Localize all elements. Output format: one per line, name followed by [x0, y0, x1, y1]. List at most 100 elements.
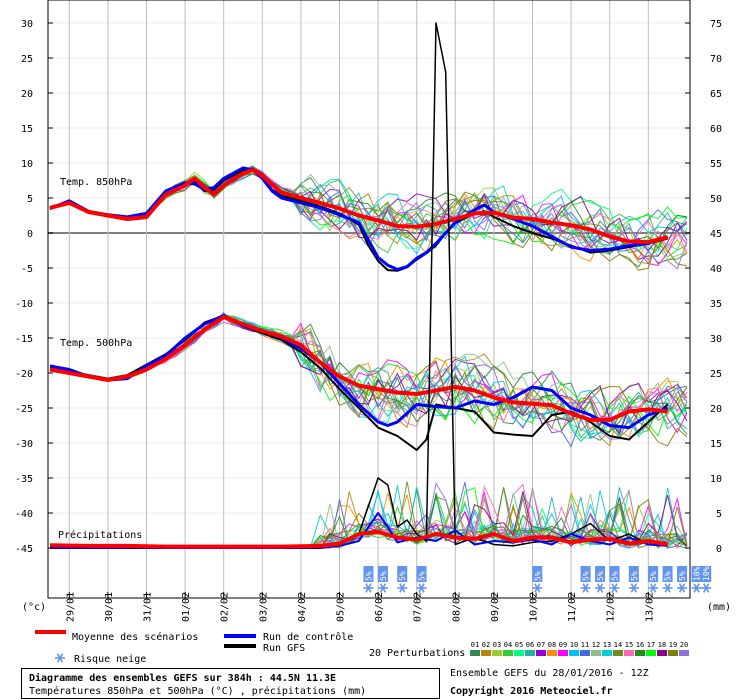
legend-snow-label: Risque neige [74, 654, 146, 665]
snowflake-core [613, 586, 616, 590]
snow-risk-box [377, 566, 388, 582]
snow-risk-box [595, 566, 606, 582]
snowflake-core [420, 586, 423, 590]
y-tick-label-left: 0 [27, 229, 33, 240]
x-tick-label: 11/02 [567, 592, 578, 622]
snow-risk-percent: 5% [596, 571, 605, 581]
y-tick-label-left: -30 [15, 439, 33, 450]
y-tick-label-left: -15 [15, 334, 33, 345]
perturbation-swatch [646, 650, 656, 656]
snowflake-icon [595, 583, 606, 593]
y-tick-label-left: -35 [15, 474, 33, 485]
perturbation-number: 13 [603, 641, 611, 649]
snowflake-core [651, 586, 655, 590]
legend-mean-label: Moyenne des scénarios [72, 631, 198, 643]
x-tick-label: 08/02 [451, 592, 462, 622]
t850-mean-line [49, 168, 669, 245]
snow-risk-markers: 5% 5% 5% 5% 5% 5% 5% 5% 5% 5% 5% 5% 10% 10% [363, 566, 712, 593]
snowflake-icon [609, 583, 620, 593]
snow-risk-box [363, 566, 374, 582]
footer-ensemble-info: Ensemble GEFS du 28/01/2016 - 12Z [450, 668, 649, 679]
snowflake-core [400, 586, 404, 590]
plot-background [48, 0, 690, 598]
y-tick-label-right: 50 [710, 194, 722, 205]
perturbation-number: 01 [471, 641, 479, 649]
snow-risk-percent: 5% [379, 571, 388, 581]
perturbation-number: 15 [625, 641, 633, 649]
left-unit-label: (°c) [22, 602, 46, 613]
perturbation-swatch [514, 650, 524, 656]
snow-risk-percent: 5% [364, 571, 373, 581]
y-tick-label-left: -40 [15, 509, 33, 520]
perturbation-number: 08 [548, 641, 556, 649]
plot-frame [47, 0, 691, 599]
x-tick-label: 02/02 [220, 592, 231, 622]
snowflake-icon [580, 583, 591, 593]
perturbation-number: 05 [515, 641, 523, 649]
perturbation-swatch [602, 650, 612, 656]
perturbation-number: 14 [614, 641, 622, 649]
x-tick-label: 05/02 [336, 592, 347, 622]
perturbation-swatch [470, 650, 480, 656]
y-tick-label-right: 10 [710, 474, 722, 485]
main-series [49, 22, 669, 549]
footer-title: Diagramme des ensembles GEFS sur 384h : … [29, 672, 336, 684]
snow-risk-box [532, 566, 543, 582]
y-tick-label-right: 65 [710, 89, 722, 100]
perturbation-number: 16 [636, 641, 644, 649]
perturbation-swatch [569, 650, 579, 656]
t850-control-line [49, 166, 669, 271]
y-tick-label-left: 10 [21, 159, 33, 170]
perturbation-swatches: 01 02 03 04 05 06 07 08 09 10 11 12 13 14 15 16 17 18 19 20 [470, 641, 689, 656]
y-tick-label-left: 25 [21, 54, 33, 65]
snowflake-core [381, 586, 385, 590]
snowflake-core [367, 586, 370, 590]
x-tick-label: 31/01 [143, 592, 154, 622]
x-tick-label: 04/02 [297, 592, 308, 622]
footer-title-box [21, 668, 440, 699]
perturbation-number: 11 [581, 641, 589, 649]
y-tick-label-left: -45 [15, 544, 33, 555]
snowflake-icon [691, 583, 702, 593]
snowflake-core [680, 586, 684, 590]
legend-control-label: Run de contrôle [263, 631, 353, 643]
snow-risk-box [662, 566, 673, 582]
snow-risk-percent: 5% [678, 571, 687, 581]
perturbation-number: 03 [493, 641, 501, 649]
y-tick-label-left: -5 [21, 264, 33, 275]
snow-risk-percent: 5% [582, 571, 591, 581]
snow-risk-box [691, 566, 702, 582]
y-tick-label-left: 20 [21, 89, 33, 100]
x-tick-label: 01/02 [181, 592, 192, 622]
y-tick-label-left: 30 [21, 19, 33, 30]
x-tick-label: 06/02 [374, 592, 385, 622]
y-tick-label-right: 75 [710, 19, 722, 30]
t500-control-line [49, 314, 669, 430]
x-tick-label: 10/02 [529, 592, 540, 622]
snow-risk-box [397, 566, 408, 582]
x-tick-label: 30/01 [104, 592, 115, 622]
snow-risk-box [628, 566, 639, 582]
snowflake-icon [416, 583, 427, 593]
perturbation-number: 06 [526, 641, 534, 649]
perturbation-swatch [613, 650, 623, 656]
y-tick-label-right: 30 [710, 334, 722, 345]
snow-risk-percent: 5% [611, 571, 620, 581]
perturbation-swatch [503, 650, 513, 656]
snowflake-icon [662, 583, 673, 593]
x-tick-label: 09/02 [490, 592, 501, 622]
snowflake-icon [701, 583, 712, 593]
snowflake-core [695, 586, 698, 590]
perturbation-number: 09 [559, 641, 567, 649]
y-tick-label-right: 25 [710, 369, 722, 380]
perturbation-number: 04 [504, 641, 512, 649]
y-tick-label-left: -25 [15, 404, 33, 415]
y-tick-label-right: 15 [710, 439, 722, 450]
perturbation-number: 07 [537, 641, 545, 649]
x-tick-label: 07/02 [413, 592, 424, 622]
snowflake-core [598, 586, 602, 590]
snow-risk-box [416, 566, 427, 582]
snow-risk-box [609, 566, 620, 582]
